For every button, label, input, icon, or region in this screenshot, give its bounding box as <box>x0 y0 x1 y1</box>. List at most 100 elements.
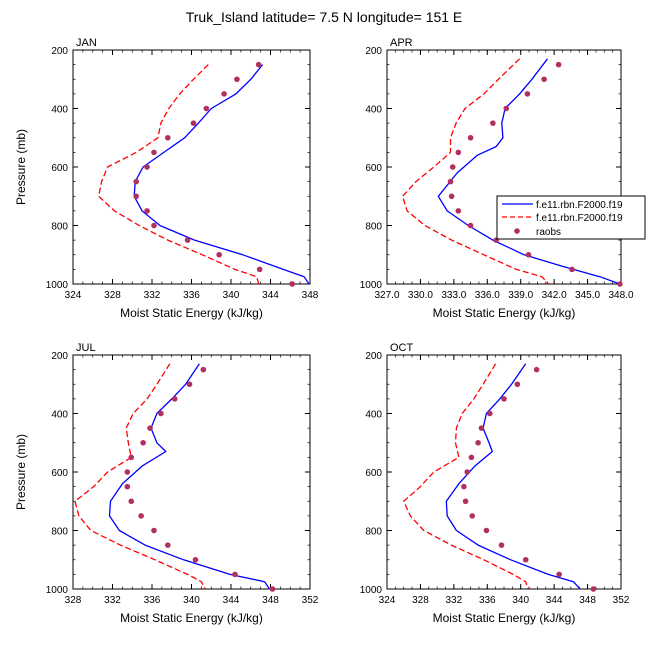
raobs-point <box>133 193 139 200</box>
panel-title-jan: JAN <box>76 37 97 49</box>
x-tick-label: 332 <box>144 290 161 301</box>
x-axis-label: Moist Static Energy (kJ/kg) <box>433 306 576 320</box>
raobs-point <box>617 281 623 287</box>
raobs-point <box>234 76 240 83</box>
legend-label-model-2: f.e11.rbn.F2000.f19 <box>536 213 623 224</box>
raobs-point <box>190 120 197 126</box>
panel-title-jul: JUL <box>76 342 96 354</box>
x-tick-label: 336.0 <box>475 290 500 301</box>
y-tick-label: 200 <box>365 46 382 57</box>
series-line-model-2 <box>98 64 260 284</box>
x-tick-label: 324 <box>65 290 82 301</box>
raobs-point <box>186 381 193 388</box>
raobs-point <box>151 149 157 156</box>
x-tick-label: 333.0 <box>441 290 466 301</box>
x-tick-label: 330.0 <box>408 290 433 301</box>
series-line-model-1 <box>437 58 621 284</box>
y-tick-label: 200 <box>365 351 382 362</box>
series-line-model-2 <box>74 363 206 589</box>
x-tick-label: 328 <box>104 290 121 301</box>
x-tick-label: 332 <box>104 595 121 606</box>
y-tick-label: 200 <box>51 351 68 362</box>
x-tick-label: 336 <box>479 595 496 606</box>
x-tick-label: 344 <box>262 290 279 301</box>
x-axis-label: Moist Static Energy (kJ/kg) <box>120 611 263 625</box>
x-tick-label: 332 <box>446 595 463 606</box>
raobs-point <box>455 149 462 156</box>
x-tick-label: 340 <box>183 595 200 606</box>
y-tick-label: 800 <box>51 222 68 233</box>
raobs-point <box>455 208 462 214</box>
raobs-point <box>461 483 467 490</box>
raobs-point <box>144 164 150 170</box>
raobs-point <box>133 178 139 185</box>
legend-label-raobs: raobs <box>536 227 561 238</box>
y-tick-label: 1000 <box>46 280 69 291</box>
raobs-point <box>464 469 471 475</box>
raobs-point <box>203 105 210 112</box>
raobs-point <box>514 381 521 388</box>
raobs-point <box>449 164 456 170</box>
y-tick-label: 400 <box>365 105 382 116</box>
y-tick-label: 800 <box>365 222 382 233</box>
panel-oct: OCT 324 328 332 336 340 344 348 352 200 400 600 800 1… <box>360 342 630 625</box>
series-line-model-2 <box>401 58 550 284</box>
y-axis-label: Pressure (mb) <box>14 434 28 510</box>
x-tick-label: 348 <box>302 290 319 301</box>
raobs-point <box>525 251 532 258</box>
raobs-point <box>467 134 474 141</box>
y-tick-label: 600 <box>365 163 382 174</box>
raobs-point <box>128 454 135 461</box>
y-tick-label: 400 <box>51 410 68 421</box>
raobs-point <box>128 498 135 505</box>
raobs-point <box>490 120 496 126</box>
x-tick-label: 327.0 <box>374 290 399 301</box>
raobs-point <box>524 91 531 97</box>
raobs-point <box>165 134 171 141</box>
raobs-point <box>468 454 475 461</box>
raobs-point <box>255 61 262 68</box>
plot-frame-jul <box>72 354 311 590</box>
panel-jul: JUL 328 332 336 340 344 348 352 200 400 600 800 1000… <box>14 342 319 625</box>
series-line-model-2 <box>403 363 529 589</box>
raobs-point <box>533 366 540 373</box>
x-tick-label: 348.0 <box>608 290 633 301</box>
x-tick-label: 348 <box>579 595 596 606</box>
raobs-point <box>151 222 157 229</box>
raobs-point <box>483 527 490 534</box>
raobs-point <box>184 237 191 243</box>
y-tick-label: 800 <box>51 527 68 538</box>
raobs-point <box>147 425 153 431</box>
x-tick-label: 339.0 <box>508 290 533 301</box>
raobs-point <box>165 542 171 548</box>
y-tick-label: 400 <box>51 105 68 116</box>
figure-title: Truk_Island latitude= 7.5 N longitude= 1… <box>186 9 463 25</box>
raobs-point <box>289 281 296 287</box>
raobs-point <box>469 513 476 519</box>
raobs-point <box>569 266 575 273</box>
plot-area-apr <box>401 58 621 284</box>
raobs-point <box>522 556 529 563</box>
y-tick-label: 200 <box>51 46 68 57</box>
raobs-point <box>590 586 597 592</box>
plot-frame-oct <box>386 354 622 590</box>
y-tick-label: 800 <box>365 527 382 538</box>
legend: f.e11.rbn.F2000.f19 f.e11.rbn.F2000.f19 … <box>496 195 646 240</box>
raobs-point <box>200 366 207 373</box>
raobs-point <box>216 251 222 258</box>
raobs-point <box>269 586 276 592</box>
series-line-model-1 <box>108 363 271 589</box>
y-tick-label: 600 <box>51 163 68 174</box>
raobs-point <box>256 266 263 273</box>
raobs-point <box>144 208 150 214</box>
x-tick-label: 344 <box>546 595 563 606</box>
x-tick-label: 342.0 <box>542 290 567 301</box>
x-tick-label: 324 <box>379 595 396 606</box>
x-tick-label: 345.0 <box>575 290 600 301</box>
y-tick-label: 400 <box>365 410 382 421</box>
plot-area-jul <box>74 363 271 589</box>
raobs-point <box>221 91 227 97</box>
y-axis-label: Pressure (mb) <box>14 129 28 205</box>
raobs-point <box>462 498 469 505</box>
